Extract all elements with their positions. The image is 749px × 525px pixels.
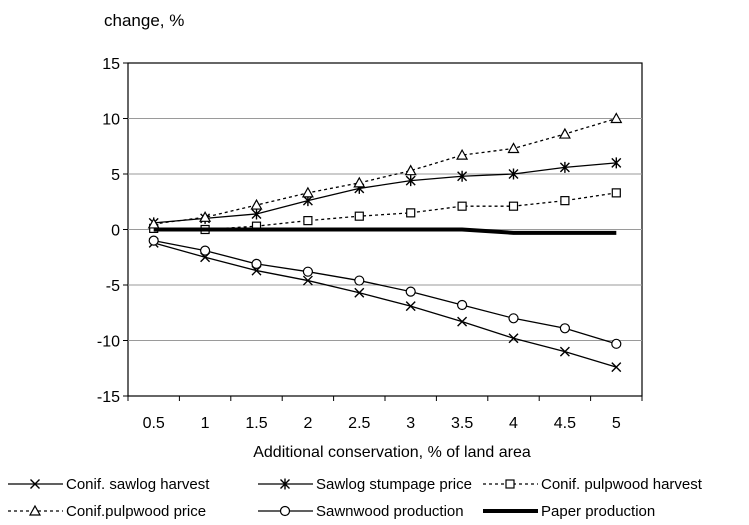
series-line [153, 239, 617, 345]
legend-label: Sawlog stumpage price [316, 476, 472, 493]
circle-marker [457, 299, 468, 311]
asterisk-marker [611, 157, 622, 169]
legend-label: Conif.pulpwood price [66, 503, 206, 520]
x-marker [30, 479, 40, 489]
circle-marker [611, 338, 622, 349]
y-tick-label: 0 [111, 223, 120, 240]
triangle-marker [250, 198, 263, 210]
triangle-marker [456, 148, 469, 160]
x-tick-label: 3 [406, 415, 415, 432]
square-marker [508, 201, 519, 211]
x-tick-label: 1.5 [245, 415, 267, 432]
legend-label: Paper production [541, 503, 655, 520]
legend-item: Sawnwood production [258, 503, 464, 520]
x-tick-label: 1 [201, 415, 210, 432]
asterisk-marker [508, 168, 519, 180]
series-conif-pulpwood-harvest [149, 188, 621, 235]
x-tick-label: 4 [509, 415, 518, 432]
circle-marker [405, 286, 416, 297]
series-line [153, 242, 617, 368]
legend-item: Sawlog stumpage price [258, 476, 472, 493]
series-line [153, 227, 617, 235]
asterisk-marker [559, 161, 570, 173]
circle-marker [508, 313, 519, 324]
series-group [147, 112, 623, 373]
legend-label: Sawnwood production [316, 503, 464, 520]
triangle-marker [558, 127, 571, 139]
triangle-marker [404, 164, 417, 176]
y-tick-label: 15 [102, 56, 120, 73]
x-tick-label: 5 [612, 415, 621, 432]
legend-item: Conif. sawlog harvest [8, 476, 210, 493]
y-tick-label: 5 [111, 167, 120, 184]
x-tick-label: 4.5 [554, 415, 576, 432]
triangle-marker [507, 142, 520, 154]
legend: Conif. sawlog harvest Sawlog stumpage pri… [8, 476, 703, 520]
series-sawnwood-production [148, 235, 622, 349]
x-axis-label: Additional conservation, % of land area [253, 444, 531, 461]
circle-marker [148, 235, 159, 246]
series-line [153, 117, 617, 225]
asterisk-marker [405, 175, 416, 187]
legend-label: Conif. sawlog harvest [66, 476, 210, 493]
circle-marker [200, 245, 211, 256]
x-marker [508, 333, 519, 344]
square-marker [611, 188, 621, 198]
triangle-marker [199, 211, 212, 222]
x-marker [611, 362, 622, 373]
triangle-marker [353, 176, 366, 188]
legend-item: Conif.pulpwood price [8, 503, 206, 520]
x-tick-label: 0.5 [143, 415, 165, 432]
y-axis-ticks: 15 10 5 0 -5 -10 -15 [97, 56, 128, 406]
asterisk-marker [457, 170, 468, 182]
triangle-marker [28, 504, 42, 516]
y-tick-label: -5 [106, 278, 120, 295]
series-line [153, 162, 617, 224]
x-marker [559, 346, 570, 357]
circle-marker [251, 258, 262, 270]
series-line [153, 192, 617, 231]
square-marker [457, 201, 467, 211]
triangle-marker [301, 186, 314, 198]
legend-item: Paper production [483, 503, 655, 520]
x-tick-label: 3.5 [451, 415, 473, 432]
y-tick-label: -10 [97, 334, 120, 351]
circle-marker [302, 266, 313, 277]
square-marker [303, 216, 313, 226]
circle-marker [279, 505, 291, 517]
x-marker [302, 275, 313, 286]
triangle-marker [610, 112, 623, 124]
x-tick-label: 2 [303, 415, 312, 432]
asterisk-marker [251, 208, 262, 220]
series-sawlog-stumpage-price [148, 157, 622, 229]
circle-marker [354, 275, 365, 286]
x-marker [457, 316, 468, 327]
y-tick-label: 10 [102, 112, 120, 129]
series-conif-sawlog-harvest [148, 237, 622, 373]
y-tick-label: -15 [97, 389, 120, 406]
square-marker [505, 479, 515, 489]
x-marker [405, 301, 416, 312]
x-tick-label: 2.5 [348, 415, 370, 432]
square-marker [406, 208, 416, 218]
asterisk-marker [280, 478, 290, 490]
y-axis-label: change, % [104, 11, 184, 30]
square-marker [560, 196, 570, 206]
x-marker [354, 287, 365, 298]
series-paper-production [153, 227, 617, 235]
x-axis-ticks: 0.5 1 1.5 2 2.5 3 3.5 4 4.5 5 [127, 396, 643, 432]
series-conif-pulpwood-price [147, 112, 623, 229]
legend-label: Conif. pulpwood harvest [541, 476, 703, 493]
square-marker [354, 211, 364, 221]
circle-marker [559, 323, 571, 334]
legend-item: Conif. pulpwood harvest [483, 476, 703, 493]
